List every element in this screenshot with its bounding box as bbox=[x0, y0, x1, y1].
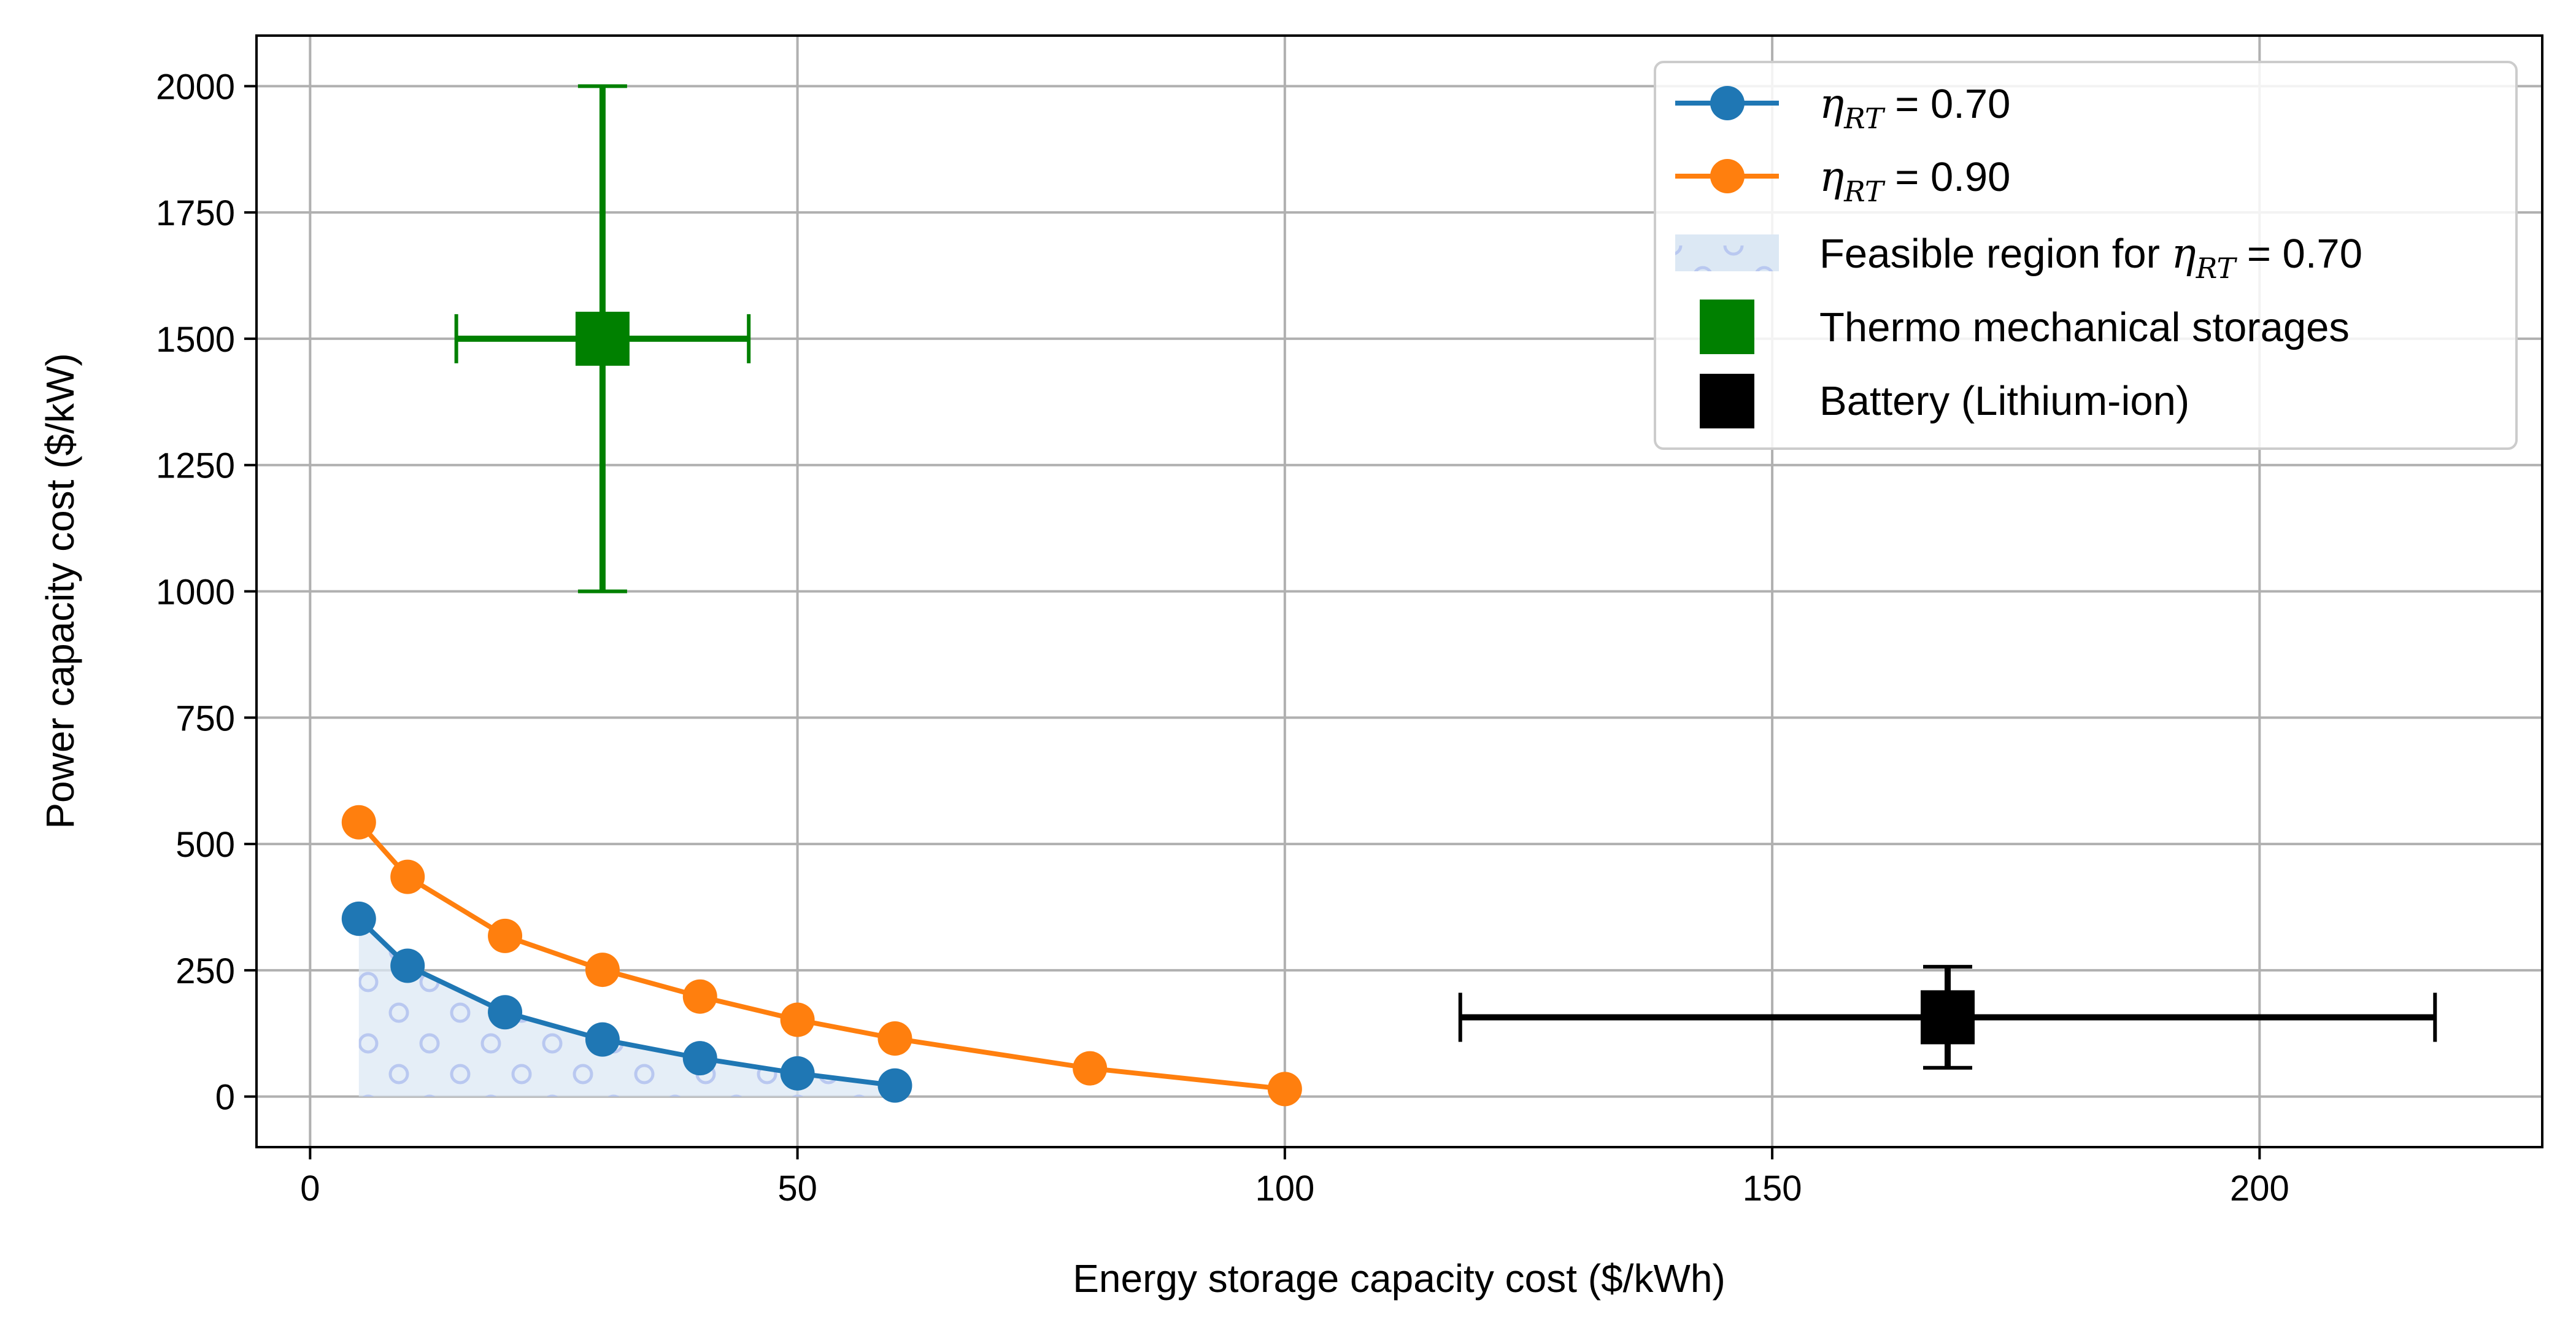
legend-marker-thermo-mechanical bbox=[1700, 300, 1754, 354]
y-tick-label: 0 bbox=[215, 1078, 235, 1118]
series-point bbox=[585, 1022, 620, 1057]
series-point bbox=[780, 1056, 815, 1091]
errorbar-points-layer bbox=[454, 84, 2437, 1070]
x-tick-label: 200 bbox=[2230, 1169, 2289, 1208]
y-axis-ticks: 0 250 500 750 1000 1250 1500 1750 2000 bbox=[156, 67, 256, 1118]
series-point bbox=[877, 1068, 912, 1103]
series-point bbox=[390, 948, 425, 983]
legend-label-value: = 0.70 bbox=[1884, 81, 2011, 127]
y-tick-label: 250 bbox=[175, 951, 235, 991]
y-tick-label: 1250 bbox=[156, 446, 235, 486]
x-tick-label: 50 bbox=[777, 1169, 817, 1208]
legend-label-value: = 0.90 bbox=[1884, 154, 2011, 200]
y-tick-label: 2000 bbox=[156, 67, 235, 107]
y-tick-label: 1500 bbox=[156, 320, 235, 360]
feasible-region-hatch bbox=[358, 918, 895, 1097]
legend-label-battery: Battery (Lithium-ion) bbox=[1819, 378, 2189, 424]
series-0 bbox=[341, 901, 912, 1103]
legend-label-thermo-mechanical: Thermo mechanical storages bbox=[1819, 304, 2350, 350]
feasible-region-layer bbox=[358, 918, 895, 1097]
series-point bbox=[390, 859, 425, 894]
y-tick-label: 1750 bbox=[156, 193, 235, 233]
legend-eta-subscript: RT bbox=[1843, 175, 1886, 208]
series-point bbox=[1267, 1072, 1302, 1107]
series-point bbox=[682, 1041, 717, 1076]
y-tick-label: 750 bbox=[175, 698, 235, 738]
legend-marker-series-0 bbox=[1710, 86, 1745, 120]
x-tick-label: 0 bbox=[300, 1169, 320, 1208]
legend: ηRT = 0.70 ηRT = 0.90 Feasible region fo… bbox=[1654, 61, 2518, 450]
series-point bbox=[341, 805, 376, 840]
x-tick-label: 150 bbox=[1743, 1169, 1802, 1208]
legend-label-feasible-region: Feasible region for ηRT = 0.70 bbox=[1819, 230, 2362, 285]
y-tick-label: 500 bbox=[175, 825, 235, 865]
errorbar-marker bbox=[575, 311, 630, 366]
series-point bbox=[1073, 1051, 1108, 1086]
legend-marker-battery bbox=[1700, 374, 1754, 428]
legend-marker-series-1 bbox=[1710, 159, 1745, 193]
errorbar-point-1 bbox=[1458, 965, 2437, 1070]
series-point bbox=[585, 953, 620, 988]
legend-entry-thermo-mechanical: Thermo mechanical storages bbox=[1700, 300, 2350, 354]
x-tick-label: 100 bbox=[1255, 1169, 1314, 1208]
legend-entry-feasible-region: Feasible region for ηRT = 0.70 bbox=[1675, 230, 2362, 285]
errorbar-marker bbox=[1921, 990, 1975, 1045]
legend-entry-series-0: ηRT = 0.70 bbox=[1675, 80, 2010, 135]
series-point bbox=[780, 1002, 815, 1037]
legend-eta-symbol: η bbox=[2172, 230, 2196, 277]
legend-eta-subscript: RT bbox=[2196, 252, 2238, 285]
legend-label-series-1: ηRT = 0.90 bbox=[1819, 153, 2010, 208]
legend-box bbox=[1654, 61, 2518, 450]
legend-entry-battery: Battery (Lithium-ion) bbox=[1700, 374, 2189, 428]
legend-eta-symbol: η bbox=[1819, 153, 1844, 201]
legend-eta-subscript: RT bbox=[1843, 102, 1886, 135]
x-axis-ticks: 0 50 100 150 200 bbox=[300, 1147, 2289, 1208]
series-point bbox=[341, 901, 376, 936]
legend-label-prefix: Feasible region for bbox=[1819, 231, 2172, 277]
x-axis-label: Energy storage capacity cost ($/kWh) bbox=[1073, 1256, 1726, 1301]
series-point bbox=[488, 995, 523, 1030]
y-axis-label: Power capacity cost ($/kW) bbox=[38, 353, 82, 829]
legend-swatch-feasible-region-hatch bbox=[1675, 234, 1779, 271]
series-point bbox=[682, 979, 717, 1014]
legend-eta-symbol: η bbox=[1819, 80, 1844, 128]
series-point bbox=[877, 1021, 912, 1056]
series-point bbox=[488, 918, 523, 953]
legend-label-series-0: ηRT = 0.70 bbox=[1819, 80, 2010, 135]
series-layer bbox=[341, 805, 1302, 1107]
legend-entry-series-1: ηRT = 0.90 bbox=[1675, 153, 2010, 208]
y-tick-label: 1000 bbox=[156, 573, 235, 613]
series-1 bbox=[341, 805, 1302, 1107]
legend-label-value: = 0.70 bbox=[2235, 231, 2362, 277]
errorbar-point-0 bbox=[454, 84, 751, 594]
